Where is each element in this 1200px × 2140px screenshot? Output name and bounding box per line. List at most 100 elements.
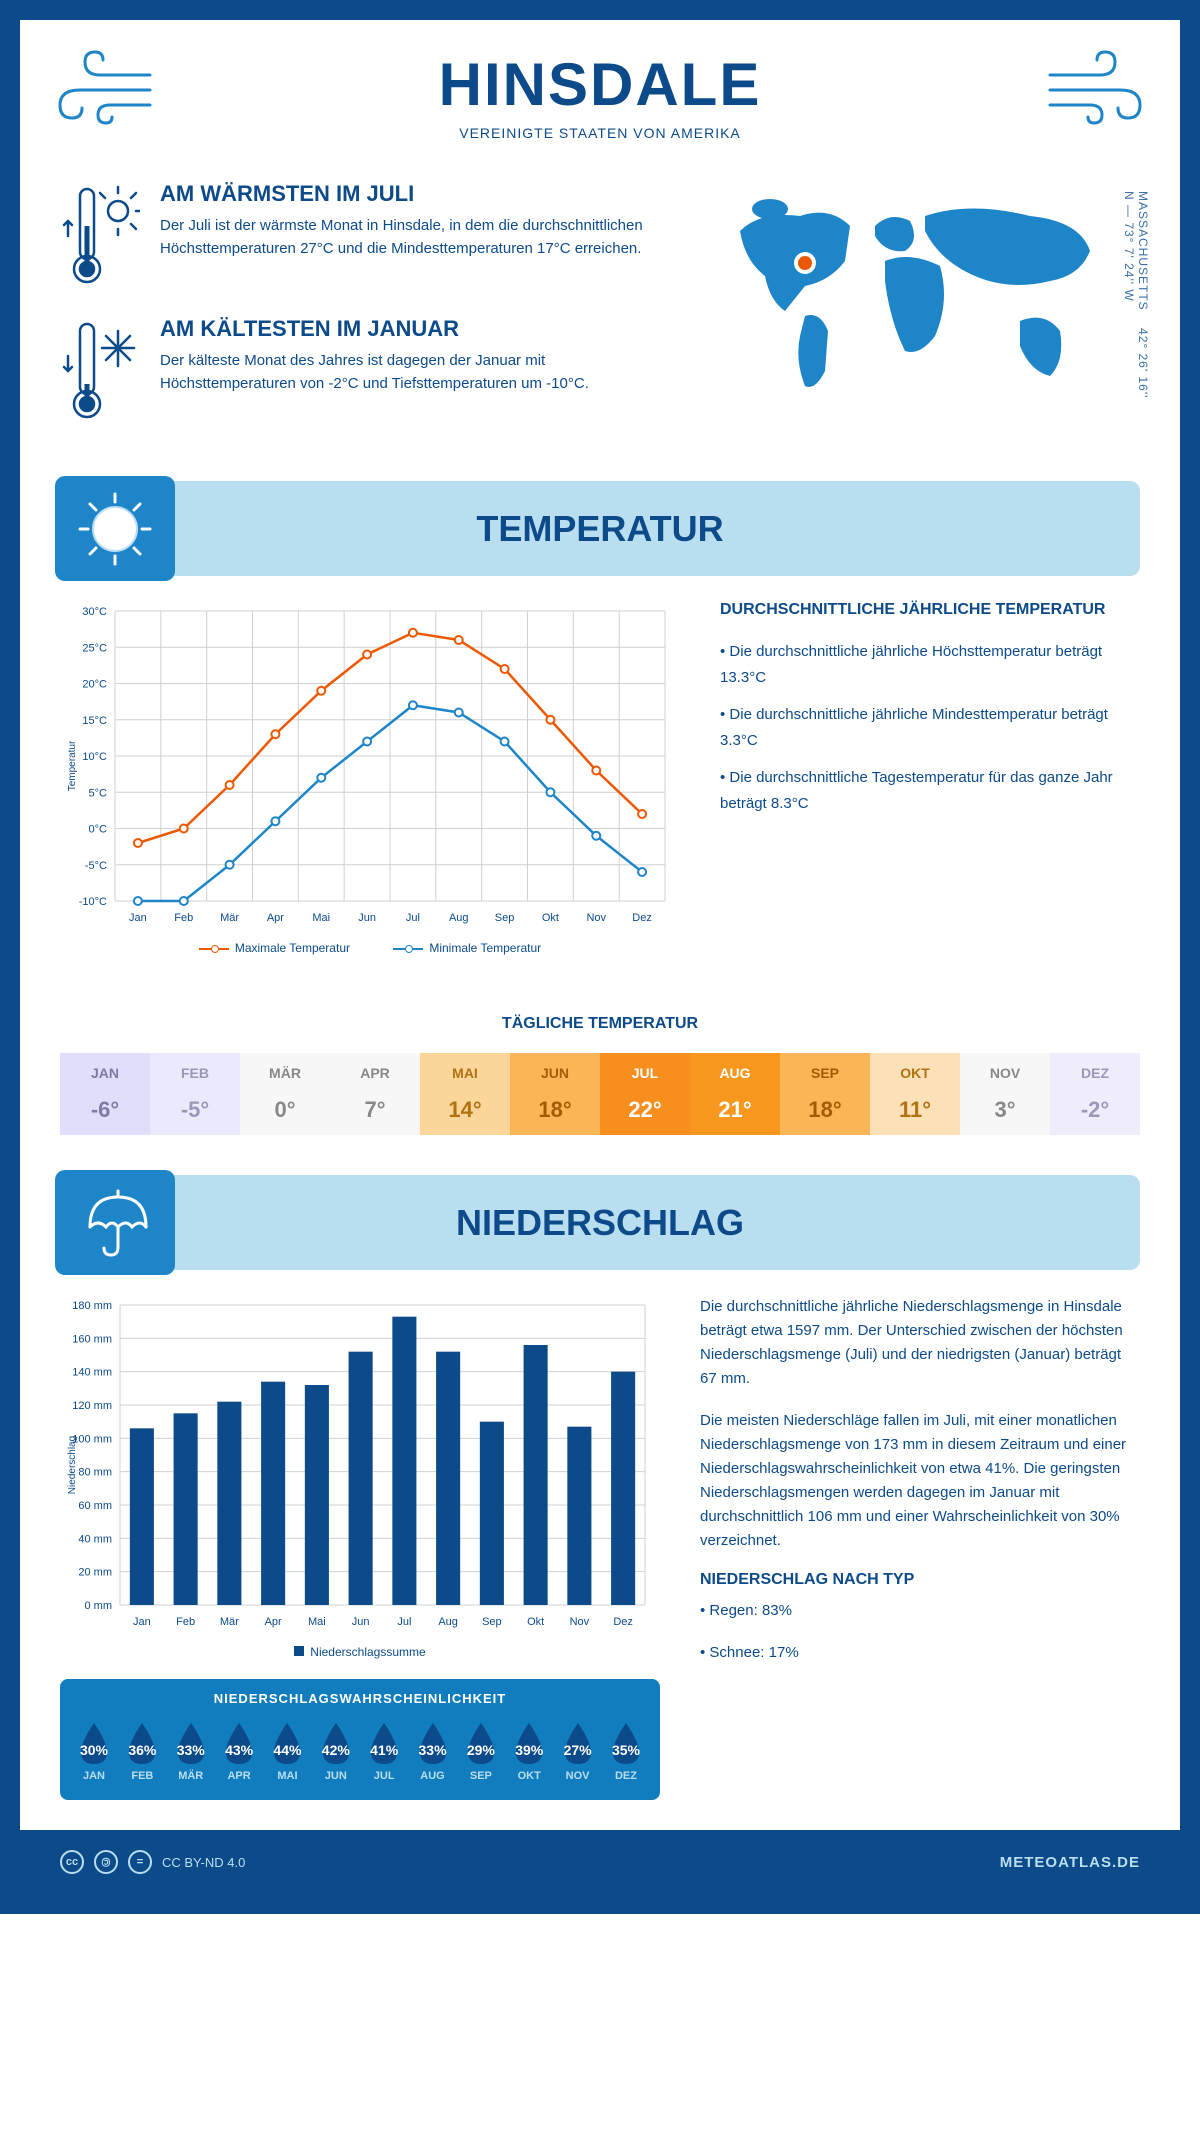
svg-text:15°C: 15°C (82, 715, 107, 727)
svg-text:Nov: Nov (570, 1616, 590, 1628)
svg-text:80 mm: 80 mm (78, 1467, 112, 1479)
daily-temp-cell: JAN-6° (60, 1053, 150, 1135)
daily-temp-cell: JUN18° (510, 1053, 600, 1135)
svg-text:Sep: Sep (482, 1616, 502, 1628)
daily-temp-title: TÄGLICHE TEMPERATUR (20, 1015, 1180, 1033)
svg-text:0°C: 0°C (89, 824, 108, 836)
hot-title: AM WÄRMSTEN IM JULI (160, 181, 680, 207)
thermometer-hot-icon (60, 181, 140, 291)
daily-temp-strip: JAN-6°FEB-5°MÄR0°APR7°MAI14°JUN18°JUL22°… (60, 1053, 1140, 1135)
daily-temp-cell: NOV3° (960, 1053, 1050, 1135)
svg-text:Jul: Jul (397, 1616, 411, 1628)
temp-section-header: TEMPERATUR (60, 481, 1140, 576)
svg-text:100 mm: 100 mm (72, 1433, 112, 1445)
info-row: AM WÄRMSTEN IM JULI Der Juli ist der wär… (20, 161, 1180, 481)
svg-text:Mär: Mär (220, 1616, 239, 1628)
umbrella-icon (55, 1170, 175, 1275)
probability-box: NIEDERSCHLAGSWAHRSCHEINLICHKEIT 30%JAN36… (60, 1679, 660, 1800)
probability-drop: 33%AUG (414, 1720, 452, 1782)
svg-text:Jul: Jul (406, 912, 420, 924)
svg-text:Jun: Jun (352, 1616, 370, 1628)
coordinates: MASSACHUSETTS 42° 26' 16'' N — 73° 7' 24… (1122, 191, 1150, 411)
probability-drop: 27%NOV (559, 1720, 597, 1782)
svg-text:Apr: Apr (265, 1616, 282, 1628)
svg-text:180 mm: 180 mm (72, 1300, 112, 1312)
precip-section-header: NIEDERSCHLAG (60, 1175, 1140, 1270)
probability-drop: 36%FEB (123, 1720, 161, 1782)
probability-drop: 44%MAI (268, 1720, 306, 1782)
svg-text:60 mm: 60 mm (78, 1500, 112, 1512)
probability-drop: 29%SEP (462, 1720, 500, 1782)
probability-drop: 35%DEZ (607, 1720, 645, 1782)
svg-text:Dez: Dez (632, 912, 652, 924)
svg-text:Nov: Nov (586, 912, 606, 924)
svg-text:Sep: Sep (495, 912, 515, 924)
temp-legend: Maximale Temperatur Minimale Temperatur (60, 941, 680, 955)
svg-text:Aug: Aug (449, 912, 469, 924)
world-map: MASSACHUSETTS 42° 26' 16'' N — 73° 7' 24… (710, 181, 1140, 411)
daily-temp-cell: OKT11° (870, 1053, 960, 1135)
wind-icon (50, 50, 160, 130)
probability-drop: 33%MÄR (172, 1720, 210, 1782)
svg-text:Okt: Okt (527, 1616, 544, 1628)
probability-drop: 41%JUL (365, 1720, 403, 1782)
cold-body: Der kälteste Monat des Jahres ist dagege… (160, 350, 680, 395)
daily-temp-cell: SEP18° (780, 1053, 870, 1135)
svg-text:Jan: Jan (133, 1616, 151, 1628)
city-title: HINSDALE (20, 50, 1180, 119)
country-subtitle: VEREINIGTE STAATEN VON AMERIKA (20, 125, 1180, 141)
footer: cc 🄯 = CC BY-ND 4.0 METEOATLAS.DE (20, 1830, 1180, 1894)
daily-temp-cell: FEB-5° (150, 1053, 240, 1135)
svg-text:30°C: 30°C (82, 606, 107, 618)
svg-text:Jun: Jun (358, 912, 376, 924)
temperature-line-chart: -10°C -5°C 0°C 5°C 10°C 15°C 20°C 25°C 30°C Jan Fe… (60, 601, 680, 955)
precipitation-bar-chart: 0 mm 20 mm 40 mm 60 mm 80 mm 100 mm 120 mm 140 … (60, 1295, 660, 1800)
svg-text:-10°C: -10°C (79, 896, 107, 908)
svg-text:Mai: Mai (308, 1616, 326, 1628)
daily-temp-cell: AUG21° (690, 1053, 780, 1135)
svg-text:Mai: Mai (312, 912, 330, 924)
daily-temp-cell: JUL22° (600, 1053, 690, 1135)
svg-text:Mär: Mär (220, 912, 239, 924)
wind-icon (1040, 50, 1150, 130)
svg-text:20°C: 20°C (82, 679, 107, 691)
probability-drop: 30%JAN (75, 1720, 113, 1782)
svg-text:120 mm: 120 mm (72, 1400, 112, 1412)
svg-text:Feb: Feb (176, 1616, 195, 1628)
temp-title: TEMPERATUR (60, 508, 1140, 550)
svg-text:25°C: 25°C (82, 642, 107, 654)
cold-title: AM KÄLTESTEN IM JANUAR (160, 316, 680, 342)
thermometer-cold-icon (60, 316, 140, 426)
daily-temp-cell: DEZ-2° (1050, 1053, 1140, 1135)
temp-text: DURCHSCHNITTLICHE JÄHRLICHE TEMPERATUR •… (720, 601, 1140, 955)
svg-text:-5°C: -5°C (85, 860, 107, 872)
precip-text: Die durchschnittliche jährliche Niedersc… (700, 1295, 1140, 1800)
infographic-page: HINSDALE VEREINIGTE STAATEN VON AMERIKA … (0, 0, 1200, 1914)
svg-text:Feb: Feb (174, 912, 193, 924)
daily-temp-cell: MAI14° (420, 1053, 510, 1135)
header: HINSDALE VEREINIGTE STAATEN VON AMERIKA (20, 20, 1180, 161)
probability-drop: 39%OKT (510, 1720, 548, 1782)
site-name: METEOATLAS.DE (1000, 1854, 1140, 1871)
cold-factoid: AM KÄLTESTEN IM JANUAR Der kälteste Mona… (60, 316, 680, 426)
svg-text:140 mm: 140 mm (72, 1367, 112, 1379)
svg-text:Niederschlag: Niederschlag (67, 1436, 78, 1494)
daily-temp-cell: APR7° (330, 1053, 420, 1135)
svg-text:Aug: Aug (438, 1616, 458, 1628)
svg-text:0 mm: 0 mm (85, 1600, 113, 1612)
svg-text:40 mm: 40 mm (78, 1533, 112, 1545)
svg-text:Jan: Jan (129, 912, 147, 924)
probability-drop: 43%APR (220, 1720, 258, 1782)
hot-body: Der Juli ist der wärmste Monat in Hinsda… (160, 215, 680, 260)
daily-temp-cell: MÄR0° (240, 1053, 330, 1135)
svg-text:160 mm: 160 mm (72, 1333, 112, 1345)
svg-text:Dez: Dez (613, 1616, 633, 1628)
svg-text:5°C: 5°C (89, 787, 108, 799)
svg-text:Temperatur: Temperatur (67, 740, 78, 791)
hot-factoid: AM WÄRMSTEN IM JULI Der Juli ist der wär… (60, 181, 680, 291)
precip-title: NIEDERSCHLAG (60, 1202, 1140, 1244)
svg-text:Okt: Okt (542, 912, 559, 924)
svg-text:20 mm: 20 mm (78, 1567, 112, 1579)
svg-text:10°C: 10°C (82, 751, 107, 763)
probability-drop: 42%JUN (317, 1720, 355, 1782)
